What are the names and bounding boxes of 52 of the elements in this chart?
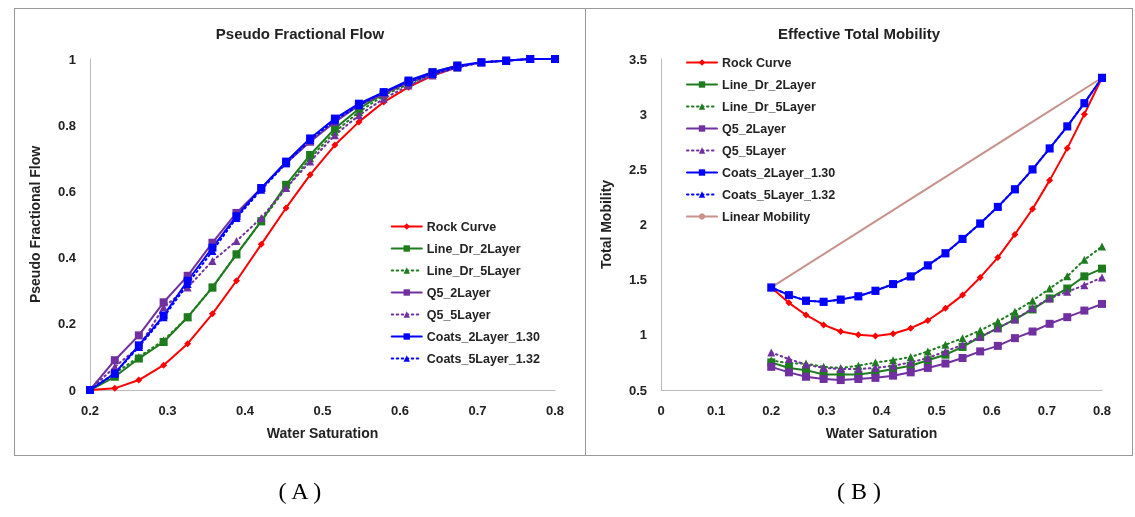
legend-label: Q5_5Layer [722,143,787,158]
x-axis-title: Water Saturation [825,425,938,441]
legend-label: Line_Dr_2Layer [722,77,816,92]
y-tick-label: 0.2 [57,316,76,332]
x-tick-label: 0.3 [158,403,177,418]
legend-label: Q5_5Layer [426,307,491,322]
legend-label: Coats_5Layer_1.32 [426,351,541,366]
y-tick-label: 1 [639,327,647,343]
x-tick-label: 0.2 [80,403,100,418]
x-tick-label: 0.3 [817,403,836,418]
text: ( A ) [278,478,322,505]
x-tick-label: 0.6 [982,403,1001,418]
x-tick-label: 0.8 [545,403,565,418]
x-axis-title: Water Saturation [266,425,379,441]
legend-label: Rock Curve [426,219,497,234]
x-tick-label: 0.4 [872,403,892,418]
y-tick-label: 0.4 [57,250,77,266]
y-axis-title: Pseudo Fractional Flow [27,145,43,304]
legend-label: Coats_2Layer_1.30 [722,165,836,180]
x-tick-label: 0.1 [707,403,726,418]
x-tick-label: 0.8 [1092,403,1112,418]
y-tick-label: 1 [68,51,76,67]
y-tick-label: 0 [68,382,76,398]
y-tick-label: 0.5 [628,382,647,398]
legend-label: Linear Mobility [722,209,811,224]
legend-label: Rock Curve [722,55,792,70]
legend-label: Q5_2Layer [722,121,787,136]
x-tick-label: 0.7 [468,403,487,418]
legend-label: Line_Dr_5Layer [426,263,521,278]
y-axis-title: Total Mobility [598,179,614,270]
chart-title: Pseudo Fractional Flow [215,25,385,42]
legend-label: Coats_5Layer_1.32 [722,187,836,202]
x-tick-label: 0.5 [927,403,946,418]
x-tick-label: 0 [657,403,665,418]
chart-title: Effective Total Mobility [777,25,941,42]
x-tick-label: 0.4 [235,403,255,418]
y-tick-label: 0.8 [57,117,76,133]
text: ( B ) [837,478,881,505]
y-tick-label: 0.6 [57,183,76,199]
x-tick-label: 0.2 [762,403,781,418]
y-tick-label: 2 [639,217,647,232]
legend-label: Line_Dr_5Layer [722,99,816,114]
x-tick-label: 0.5 [313,403,332,418]
x-tick-label: 0.7 [1037,403,1056,418]
legend-label: Coats_2Layer_1.30 [426,329,541,344]
y-tick-label: 2.5 [628,161,647,177]
y-tick-label: 3.5 [628,51,647,67]
legend-label: Q5_2Layer [426,285,491,300]
y-tick-label: 1.5 [628,272,647,288]
legend-label: Line_Dr_2Layer [426,241,521,256]
x-tick-label: 0.6 [390,403,410,418]
y-tick-label: 3 [639,106,647,122]
